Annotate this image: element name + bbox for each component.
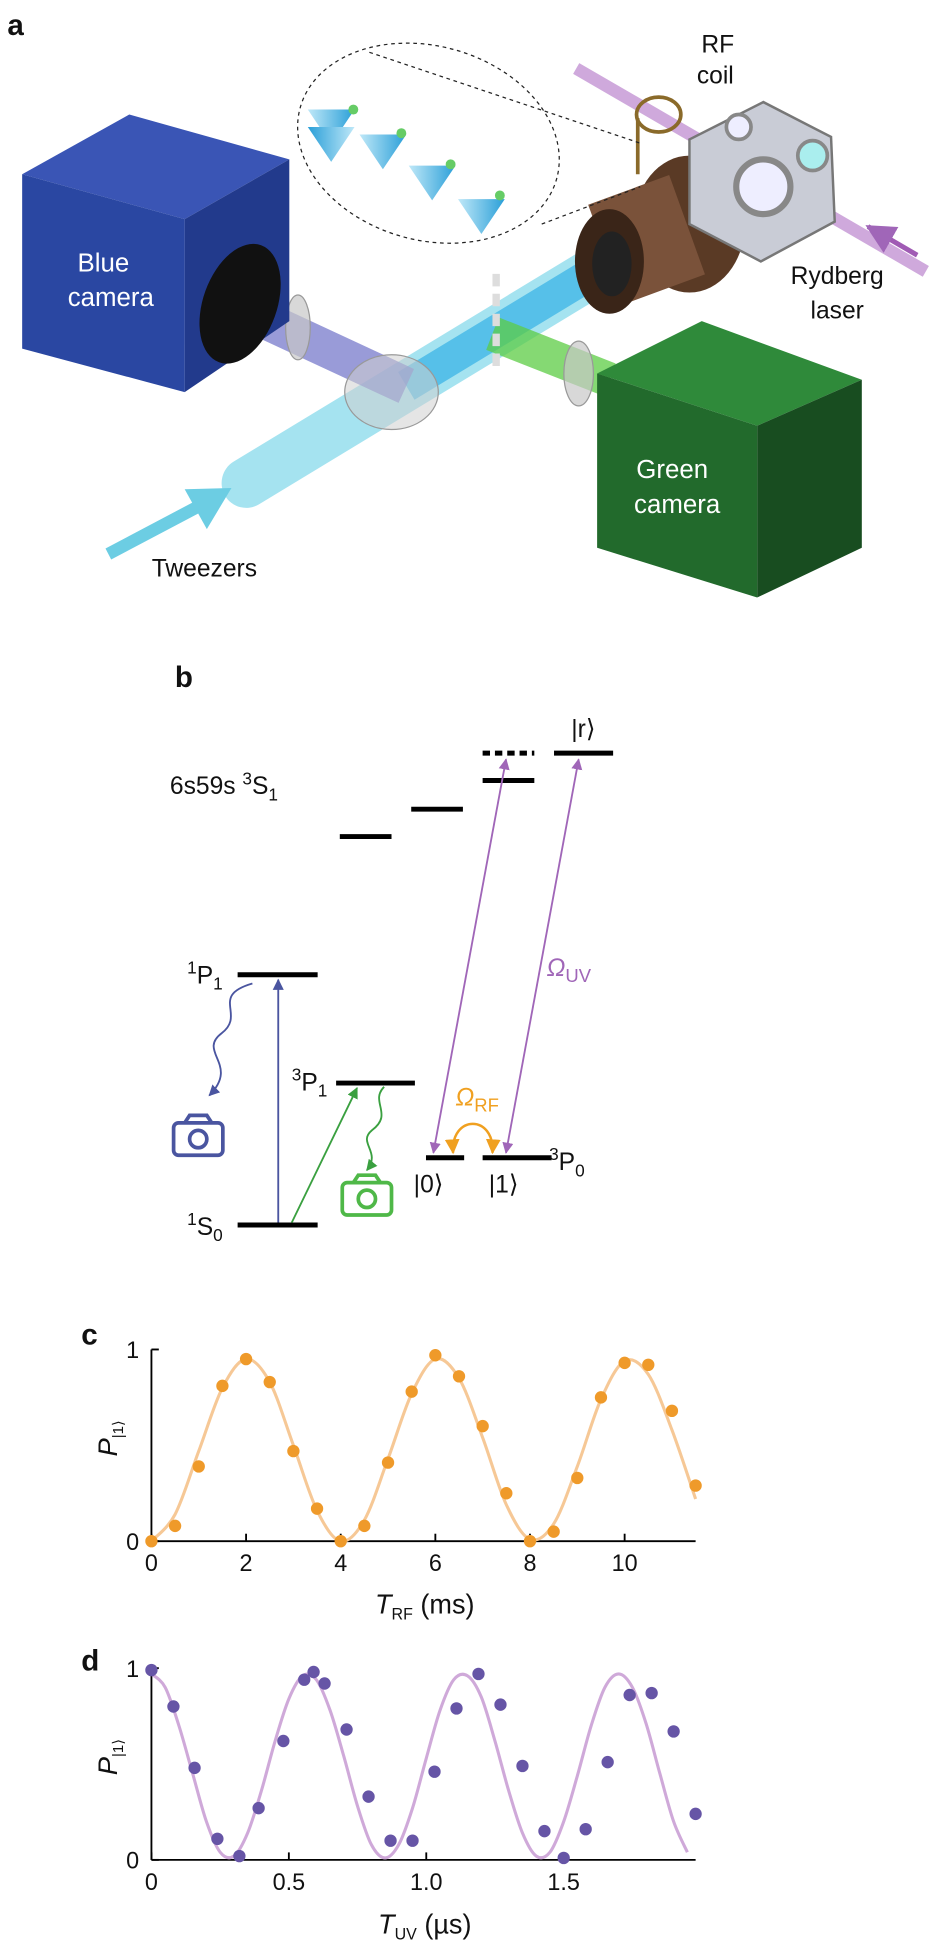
data-point	[211, 1832, 224, 1846]
data-point	[538, 1824, 551, 1838]
data-point	[384, 1834, 397, 1847]
data-point	[188, 1761, 201, 1775]
data-point	[642, 1358, 655, 1372]
data-point	[263, 1375, 276, 1389]
x-tick-label: 8	[523, 1550, 536, 1576]
data-point	[192, 1460, 205, 1473]
data-point	[601, 1755, 614, 1769]
data-point	[571, 1471, 584, 1485]
panel-label: a	[7, 9, 24, 42]
level-label: 3P0	[549, 1144, 585, 1180]
setup-illustration	[22, 42, 929, 598]
data-point	[494, 1698, 507, 1711]
data-point	[168, 1519, 182, 1533]
data-point	[500, 1487, 513, 1500]
data-point	[298, 1673, 311, 1686]
panel-label: c	[81, 1318, 97, 1351]
data-point	[594, 1391, 608, 1404]
x-tick-label: 1.0	[410, 1869, 443, 1895]
data-point	[310, 1502, 324, 1515]
data-point	[689, 1807, 702, 1821]
data-point	[362, 1790, 375, 1803]
x-tick-label: 0	[145, 1550, 158, 1576]
data-point	[665, 1404, 679, 1418]
y-tick-label: 1	[126, 1337, 139, 1363]
rf-coil-label: coil	[697, 62, 734, 89]
level-diagram	[171, 750, 614, 1228]
x-tick-label: 0.5	[273, 1869, 306, 1895]
data-point	[216, 1379, 229, 1393]
panel-label: b	[175, 661, 193, 694]
data-point	[547, 1525, 560, 1538]
data-point	[334, 1534, 347, 1548]
camera-label: Blue	[78, 247, 130, 277]
x-axis-label: TUV (µs)	[378, 1908, 471, 1943]
data-point	[452, 1370, 466, 1383]
data-point	[450, 1702, 463, 1715]
x-axis-label: TRF (ms)	[375, 1588, 475, 1623]
x-tick-label: 10	[612, 1550, 638, 1576]
data-point	[428, 1765, 441, 1778]
data-point	[277, 1734, 290, 1748]
state-label: |0⟩	[414, 1171, 444, 1198]
data-point	[667, 1725, 680, 1738]
state-label: |1⟩	[489, 1171, 519, 1198]
data-point	[645, 1686, 658, 1700]
data-point	[252, 1801, 265, 1815]
tweezers-label: Tweezers	[152, 555, 257, 582]
coupling-label: ΩRF	[456, 1084, 499, 1115]
fit-line	[150, 1357, 698, 1543]
level-label: 1S0	[187, 1209, 223, 1245]
data-point	[145, 1663, 158, 1677]
laser-label: laser	[811, 298, 864, 325]
data-point	[429, 1348, 442, 1362]
x-tick-label: 1.5	[547, 1869, 580, 1895]
data-point	[167, 1700, 180, 1713]
data-point	[618, 1356, 631, 1370]
data-point	[340, 1723, 353, 1736]
data-point	[287, 1444, 300, 1458]
y-tick-label: 1	[126, 1656, 139, 1682]
level-label: 3P1	[292, 1064, 328, 1100]
x-tick-label: 0	[145, 1869, 158, 1895]
data-point	[472, 1667, 485, 1681]
data-point	[145, 1534, 158, 1548]
state-label: |r⟩	[571, 716, 595, 743]
data-point	[405, 1385, 418, 1398]
fit-line	[150, 1672, 689, 1860]
data-point	[623, 1688, 636, 1702]
data-point	[239, 1352, 253, 1366]
x-tick-label: 4	[334, 1550, 347, 1576]
y-axis-label: P|1⟩	[92, 1420, 127, 1456]
level-label: 6s59s 3S1	[170, 768, 278, 804]
level-label: 1P1	[187, 957, 223, 993]
data-point	[523, 1534, 537, 1548]
camera-label: camera	[68, 282, 155, 312]
data-point	[557, 1851, 570, 1865]
data-point	[233, 1849, 246, 1863]
data-point	[406, 1834, 419, 1847]
x-tick-label: 6	[429, 1550, 442, 1576]
panel-label: d	[81, 1645, 99, 1678]
rf-coil-label: RF	[701, 31, 734, 58]
data-point	[358, 1519, 371, 1533]
coupling-label: ΩUV	[547, 955, 592, 986]
laser-label: Rydberg	[791, 263, 884, 290]
y-tick-label: 0	[126, 1529, 139, 1555]
data-point	[516, 1759, 529, 1773]
data-point	[318, 1677, 331, 1690]
data-point	[381, 1456, 395, 1469]
x-tick-label: 2	[240, 1550, 253, 1576]
y-axis-label: P|1⟩	[92, 1739, 127, 1775]
data-point	[307, 1665, 320, 1679]
camera-label: Green	[636, 454, 708, 484]
camera-label: camera	[634, 489, 721, 519]
data-point	[476, 1419, 489, 1433]
data-point	[689, 1479, 702, 1492]
data-point	[579, 1822, 592, 1836]
y-tick-label: 0	[126, 1847, 139, 1873]
